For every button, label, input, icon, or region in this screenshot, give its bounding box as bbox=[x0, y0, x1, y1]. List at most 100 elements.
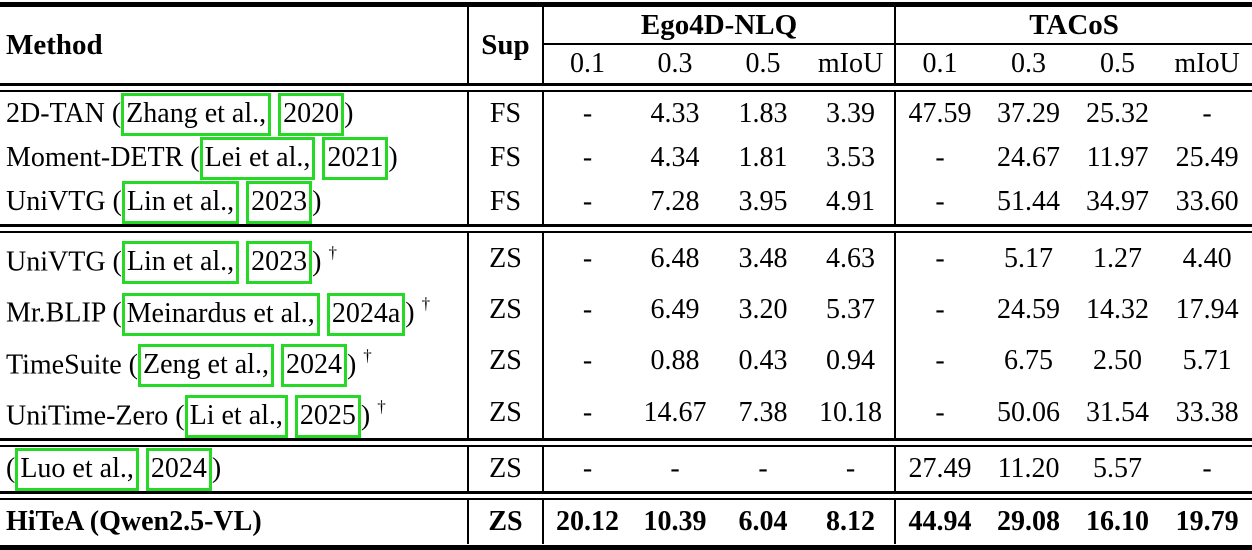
metric-cell: 25.32 bbox=[1086, 98, 1150, 129]
results-table: Method Sup Ego4D-NLQ TACoS 0.1 0.3 0.5 m… bbox=[0, 7, 1252, 545]
table-row: UniVTG (Lin et al., 2023) † ZS - 6.48 3.48 4.6… bbox=[0, 233, 1252, 285]
method-text: Mr.BLIP ( bbox=[6, 297, 122, 329]
citation-author-box[interactable]: Luo et al., bbox=[15, 448, 139, 492]
col-header-ego4d-miou: mIoU bbox=[807, 44, 897, 83]
metric-cell: 3.20 bbox=[738, 293, 788, 325]
citation-author-box[interactable]: Lin et al., bbox=[121, 181, 240, 224]
method-text-suffix: ) bbox=[360, 400, 371, 432]
metric-cell: - bbox=[582, 453, 593, 485]
metric-cell: 4.40 bbox=[1182, 242, 1232, 274]
metric-cell: 3.39 bbox=[807, 92, 897, 136]
metric-cell: 33.38 bbox=[1175, 396, 1239, 428]
col-header-method: Method bbox=[0, 7, 469, 83]
metric-cell: 3.48 bbox=[738, 242, 788, 274]
metric-cell: - bbox=[582, 98, 593, 129]
citation-year-box[interactable]: 2025 bbox=[294, 395, 361, 439]
metric-cell: 7.38 bbox=[738, 396, 788, 428]
header-row-groups: Method Sup Ego4D-NLQ TACoS bbox=[0, 7, 1252, 83]
table-row: 2D-TAN (Zhang et al., 2020) FS -4.33 1.83 3.… bbox=[0, 92, 1252, 136]
supervision-cell: FS bbox=[468, 136, 544, 180]
metric-cell: 3.95 bbox=[738, 186, 788, 217]
metric-cell: - bbox=[582, 242, 593, 274]
col-header-tacos-0.3: 0.3 bbox=[1011, 48, 1047, 79]
metric-cell: 24.59 bbox=[997, 293, 1061, 325]
citation-year-box[interactable]: 2021 bbox=[322, 137, 389, 180]
metric-cell: 19.79 bbox=[1175, 506, 1239, 538]
supervision-cell: ZS bbox=[468, 447, 544, 492]
section-divider bbox=[0, 224, 1252, 233]
supervision-cell: ZS bbox=[468, 233, 544, 285]
metric-cell: 11.97 bbox=[1086, 142, 1149, 173]
metric-cell: 27.49 bbox=[908, 453, 972, 485]
metric-cell: - bbox=[582, 293, 593, 325]
metric-cell: - bbox=[582, 186, 593, 217]
col-header-tacos-0.5: 0.5 bbox=[1100, 48, 1136, 79]
method-text: 2D-TAN ( bbox=[6, 98, 122, 129]
citation-author-box[interactable]: Lei et al., bbox=[199, 137, 316, 180]
metric-cell: 5.37 bbox=[807, 284, 897, 336]
supervision-cell: FS bbox=[468, 180, 544, 224]
method-cell: TimeSuite (Zeng et al., 2024) † bbox=[0, 335, 469, 387]
supervision-cell: ZS bbox=[468, 386, 544, 439]
citation-year-box[interactable]: 2024a bbox=[326, 292, 406, 336]
col-header-ego4d-0.5: 0.5 bbox=[745, 48, 781, 79]
metric-cell: 47.59 bbox=[908, 98, 972, 129]
citation-author-box[interactable]: Zeng et al., bbox=[138, 343, 274, 387]
dagger-mark: † bbox=[421, 294, 431, 314]
metric-cell: 50.06 bbox=[997, 396, 1061, 428]
method-cell: Mr.BLIP (Meinardus et al., 2024a) † bbox=[0, 284, 469, 336]
citation-year-box[interactable]: 2023 bbox=[246, 181, 313, 224]
citation-author-box[interactable]: Li et al., bbox=[184, 395, 288, 439]
col-header-sup: Sup bbox=[468, 7, 544, 83]
metric-cell: 4.91 bbox=[807, 180, 897, 224]
citation-year-box[interactable]: 2024 bbox=[280, 343, 347, 387]
citation-author-box[interactable]: Zhang et al., bbox=[121, 93, 272, 136]
metric-cell: 6.04 bbox=[738, 506, 788, 538]
method-text: Moment-DETR ( bbox=[6, 142, 200, 173]
method-text: TimeSuite ( bbox=[6, 348, 138, 380]
dagger-mark: † bbox=[363, 345, 372, 365]
metric-cell: 6.48 bbox=[650, 242, 700, 274]
table-row: UniTime-Zero (Li et al., 2025) † ZS - 14.67 7… bbox=[0, 386, 1252, 439]
citation-author-box[interactable]: Lin et al., bbox=[121, 241, 240, 285]
table-row: Moment-DETR (Lei et al., 2021) FS -4.34 1.8… bbox=[0, 136, 1252, 180]
method-text-suffix: ) bbox=[312, 186, 322, 217]
metric-cell: - bbox=[807, 447, 897, 492]
metric-cell: - bbox=[935, 396, 945, 428]
metric-cell: 0.43 bbox=[738, 345, 788, 377]
citation-year-box[interactable]: 2023 bbox=[246, 241, 313, 285]
metric-cell: - bbox=[935, 293, 945, 325]
method-text-suffix: ) bbox=[344, 98, 354, 129]
metric-cell: 34.97 bbox=[1086, 186, 1150, 217]
metric-cell: 2.50 bbox=[1093, 345, 1143, 377]
dagger-mark: † bbox=[377, 396, 386, 416]
header-row-metrics: 0.1 0.3 0.5 mIoU 0.1 0.3 0.5 mIoU bbox=[0, 44, 1252, 83]
metric-cell: 10.39 bbox=[643, 506, 707, 538]
metric-cell: 4.63 bbox=[807, 233, 897, 285]
method-text-suffix: ) bbox=[312, 246, 322, 278]
metric-cell: 29.08 bbox=[997, 506, 1061, 538]
metric-cell: - bbox=[758, 453, 768, 485]
metric-cell: 10.18 bbox=[807, 386, 897, 439]
metric-cell: 6.49 bbox=[650, 293, 700, 325]
metric-cell: - bbox=[935, 186, 945, 217]
section-divider bbox=[0, 491, 1252, 501]
method-cell: UniTime-Zero (Li et al., 2025) † bbox=[0, 386, 469, 439]
metric-cell: - bbox=[582, 396, 593, 428]
method-text: UniVTG ( bbox=[6, 186, 122, 217]
metric-cell: 3.53 bbox=[807, 136, 897, 180]
method-cell: Moment-DETR (Lei et al., 2021) bbox=[0, 136, 469, 180]
metric-cell: 51.44 bbox=[997, 186, 1061, 217]
citation-year-box[interactable]: 2020 bbox=[278, 93, 345, 136]
metric-cell: 31.54 bbox=[1086, 396, 1150, 428]
metric-cell: 4.33 bbox=[650, 98, 700, 129]
method-cell: UniVTG (Lin et al., 2023) bbox=[0, 180, 469, 224]
citation-author-box[interactable]: Meinardus et al., bbox=[121, 292, 320, 336]
metric-cell: 1.81 bbox=[738, 142, 788, 173]
method-text: UniVTG ( bbox=[6, 246, 122, 278]
metric-cell: 44.94 bbox=[908, 506, 972, 538]
citation-year-box[interactable]: 2024 bbox=[145, 448, 212, 492]
metric-cell: 14.67 bbox=[643, 396, 707, 428]
metric-cell: 16.10 bbox=[1086, 506, 1150, 538]
method-text: HiTeA (Qwen2.5-VL) bbox=[6, 506, 262, 538]
